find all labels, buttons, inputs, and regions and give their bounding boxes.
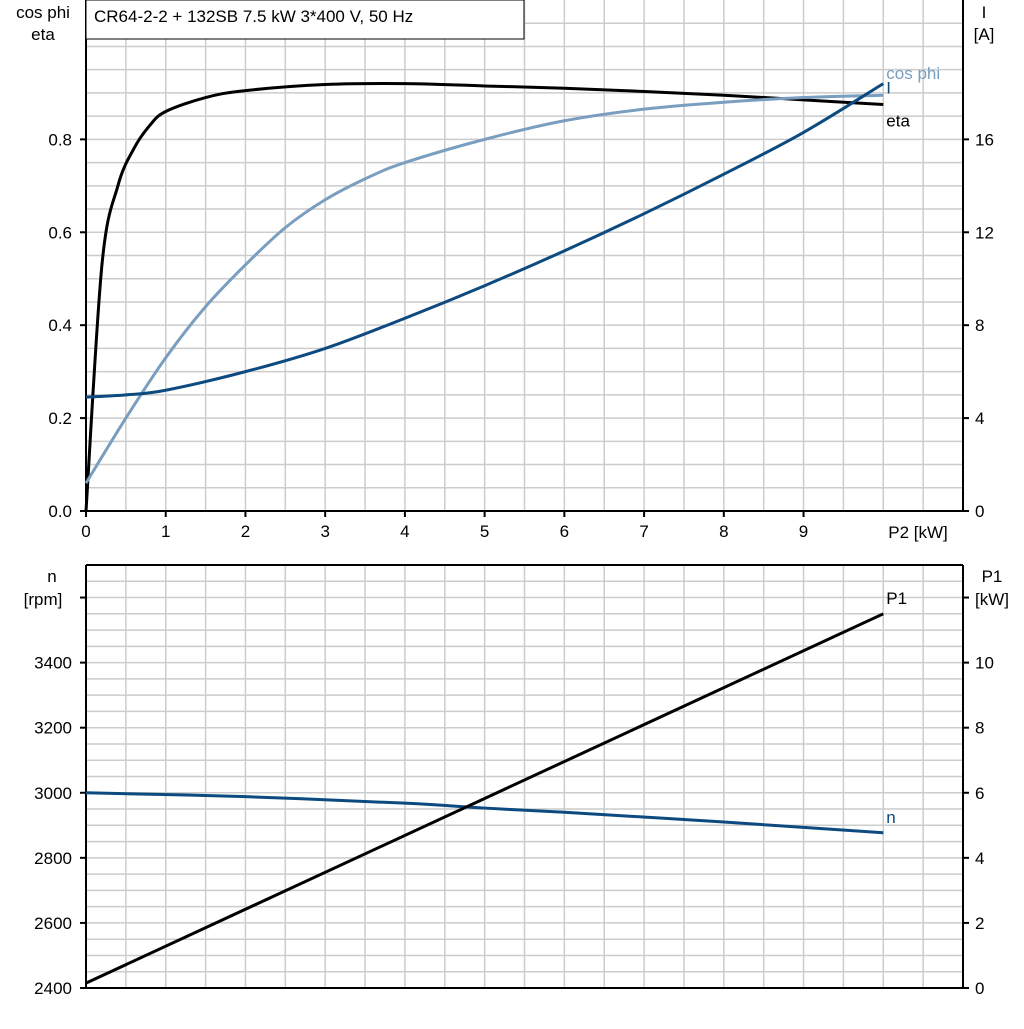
top-left-axis-label-2: eta — [31, 25, 55, 44]
y-tick-label-left: 2800 — [34, 849, 72, 868]
y-tick-label-right: 4 — [975, 409, 984, 428]
y-tick-label-left: 2600 — [34, 914, 72, 933]
y-tick-label-left: 3400 — [34, 654, 72, 673]
series-label-p1: P1 — [886, 589, 907, 608]
x-tick-label: 9 — [799, 522, 808, 541]
series-label-i: I — [886, 79, 891, 98]
chart-title: CR64-2-2 + 132SB 7.5 kW 3*400 V, 50 Hz — [94, 7, 413, 26]
y-tick-label-left: 0.4 — [48, 316, 72, 335]
x-tick-label: 1 — [161, 522, 170, 541]
series-label-cos-phi: cos phi — [886, 64, 940, 83]
top-right-axis-label-1: I — [982, 3, 987, 22]
y-tick-label-right: 12 — [975, 223, 994, 242]
y-tick-label-left: 0.2 — [48, 409, 72, 428]
top-x-axis-label: P2 [kW] — [888, 523, 948, 542]
x-tick-label: 4 — [400, 522, 409, 541]
series-label-n: n — [886, 808, 895, 827]
bottom-left-axis-label-2: [rpm] — [24, 590, 63, 609]
bottom-left-axis-label-1: n — [47, 567, 56, 586]
series-line-n — [85, 791, 884, 835]
top-right-axis-label-2: [A] — [974, 25, 995, 44]
y-tick-label-right: 0 — [975, 502, 984, 521]
x-tick-label: 8 — [719, 522, 728, 541]
x-tick-label: 3 — [320, 522, 329, 541]
bottom-right-axis-label-2: [kW] — [975, 590, 1009, 609]
y-tick-label-left: 0.0 — [48, 502, 72, 521]
bottom-grid: 2400 2600 2800 3000 3200 3400 0 2 4 6 8 10 — [34, 564, 994, 998]
y-tick-label-right: 10 — [975, 654, 994, 673]
y-tick-label-right: 8 — [975, 316, 984, 335]
x-tick-label: 2 — [241, 522, 250, 541]
title-box — [85, 0, 525, 40]
series-line-i — [85, 82, 885, 399]
y-tick-label-right: 6 — [975, 784, 984, 803]
x-tick-label: 7 — [639, 522, 648, 541]
y-tick-label-left: 0.8 — [48, 130, 72, 149]
x-tick-label: 6 — [560, 522, 569, 541]
y-tick-label-right: 0 — [975, 979, 984, 998]
y-tick-label-right: 4 — [975, 849, 984, 868]
series-line-p1 — [85, 612, 884, 985]
y-tick-label-left: 2400 — [34, 979, 72, 998]
x-tick-label: 0 — [81, 522, 90, 541]
y-tick-label-left: 3200 — [34, 719, 72, 738]
series-line-cos-phi — [84, 93, 884, 484]
y-tick-label-right: 2 — [975, 914, 984, 933]
series-line-eta — [84, 81, 884, 512]
series-label-eta: eta — [886, 112, 910, 131]
top-left-axis-label-1: cos phi — [16, 3, 70, 22]
y-tick-label-right: 16 — [975, 130, 994, 149]
y-tick-label-left: 3000 — [34, 784, 72, 803]
x-tick-label: 5 — [480, 522, 489, 541]
y-tick-label-left: 0.6 — [48, 223, 72, 242]
y-tick-label-right: 8 — [975, 719, 984, 738]
bottom-right-axis-label-1: P1 — [982, 567, 1003, 586]
